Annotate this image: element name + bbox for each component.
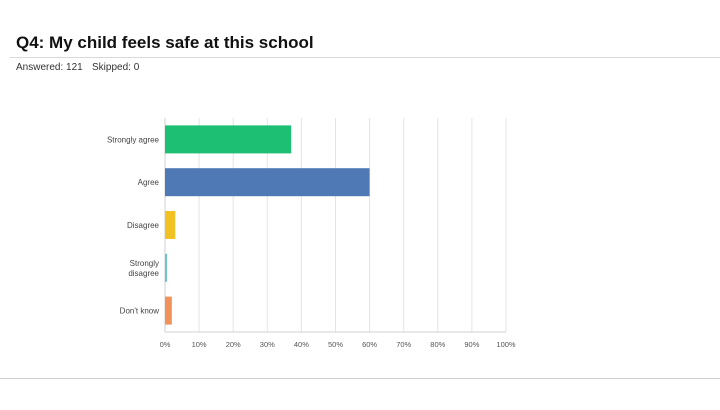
footer-divider: [0, 378, 720, 379]
category-label: Strongly agree: [107, 135, 160, 144]
x-tick-label: 100%: [496, 340, 516, 349]
bar: [165, 125, 292, 154]
bar: [165, 296, 172, 325]
x-tick-label: 60%: [362, 340, 377, 349]
skipped-count: Skipped: 0: [92, 62, 140, 73]
answered-count: Answered: 121: [16, 62, 83, 73]
x-tick-label: 40%: [294, 340, 309, 349]
category-label: disagree: [128, 269, 159, 278]
bar: [165, 253, 167, 282]
x-tick-label: 50%: [328, 340, 343, 349]
bar: [165, 211, 176, 239]
header-divider: [10, 57, 720, 58]
category-label: Strongly: [130, 259, 159, 268]
x-tick-label: 70%: [396, 340, 411, 349]
category-label: Disagree: [127, 221, 160, 230]
bar: [165, 168, 370, 197]
x-tick-label: 30%: [260, 340, 275, 349]
category-label: Don't know: [120, 307, 160, 316]
x-tick-label: 20%: [226, 340, 241, 349]
category-label: Agree: [138, 178, 160, 187]
question-title: Q4: My child feels safe at this school: [16, 33, 314, 52]
x-tick-label: 0%: [160, 340, 171, 349]
x-tick-label: 10%: [192, 340, 207, 349]
x-tick-label: 80%: [430, 340, 445, 349]
x-tick-label: 90%: [464, 340, 479, 349]
